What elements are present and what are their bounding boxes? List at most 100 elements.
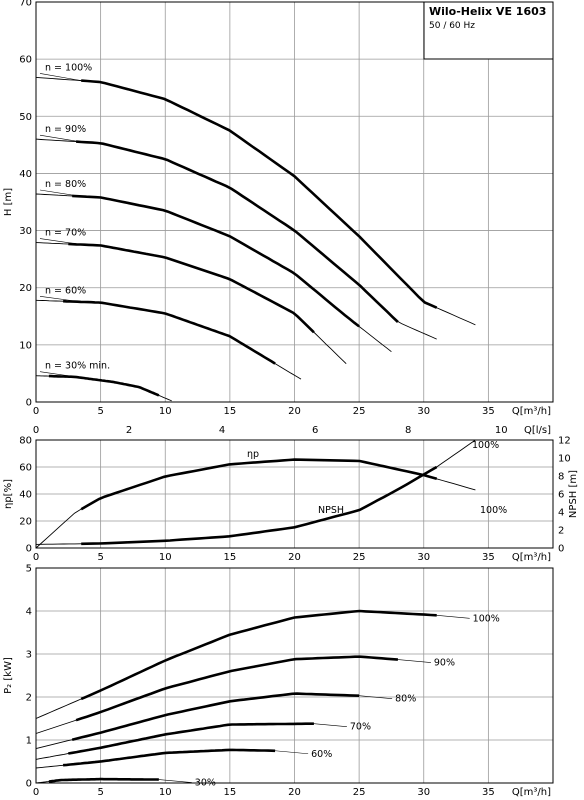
eta-end-label: 100%	[480, 505, 507, 516]
power-label-leader	[359, 695, 393, 700]
npsh-end-label: 100%	[472, 440, 499, 451]
x-tick-label: 30	[417, 787, 430, 798]
x-axis-title: Q[m³/h]	[512, 552, 551, 563]
x-tick-label: 10	[159, 552, 172, 563]
series-label: n = 30% min.	[45, 361, 110, 372]
efficiency-npsh-chart: 0 5 10 15 20 25 30 35 Q[m³/h] 0 20 40 60 80 ηp[%] 0 2 4 6 8…	[3, 436, 579, 564]
x2-tick-label: 6	[312, 425, 318, 436]
series-label: n = 80%	[45, 179, 86, 190]
power-chart: 0 5 10 15 20 25 30 35 Q[m³/h] 0 1 2 3 4 5 P₂ [kW] 100% 90…	[3, 564, 554, 798]
x2-tick-label: 10	[495, 425, 508, 436]
x2-tick-label: 2	[126, 425, 132, 436]
power-series-label: 80%	[395, 694, 416, 705]
x-tick-label: 30	[417, 552, 430, 563]
y-tick-label: 50	[19, 112, 32, 123]
x-axis-title: Q[m³/h]	[512, 787, 551, 798]
x2-tick-label: 4	[219, 425, 225, 436]
series-bold-power-2	[71, 692, 360, 741]
power-series-label: 30%	[195, 778, 216, 789]
series-bold-power-5	[48, 777, 159, 783]
x-tick-label: 5	[97, 787, 103, 798]
x-tick-label: 15	[224, 787, 237, 798]
series-bold-head-3	[68, 242, 315, 334]
eta-series-name: ηp	[247, 449, 259, 460]
series-label-leader	[39, 295, 82, 303]
power-series-label: 100%	[473, 613, 500, 624]
y-axis-title: ηp[%]	[3, 479, 14, 509]
y-tick-label: 60	[19, 463, 32, 474]
y2-tick-label: 4	[558, 508, 564, 519]
y-tick-label: 1	[26, 736, 32, 747]
series-bold-efficiency-npsh-1	[81, 465, 438, 546]
y-tick-label: 0	[26, 779, 32, 790]
x-tick-label: 35	[482, 552, 495, 563]
y-tick-label: 3	[26, 650, 32, 661]
power-label-leader	[275, 750, 309, 755]
y-tick-label: 80	[19, 436, 32, 447]
power-label-leader	[397, 659, 431, 663]
x-tick-label: 15	[224, 552, 237, 563]
title-box-frame	[423, 1, 554, 60]
y2-tick-label: 12	[558, 436, 571, 447]
x-tick-label: 5	[97, 406, 103, 417]
plot-frame	[35, 567, 554, 784]
y2-tick-label: 2	[558, 526, 564, 537]
series-label: n = 70%	[45, 228, 86, 239]
plot-frame	[35, 439, 554, 549]
power-series-label: 70%	[350, 722, 371, 733]
plot-frame	[35, 1, 554, 403]
y-tick-label: 30	[19, 226, 32, 237]
y-tick-label: 0	[26, 398, 32, 409]
series-bold-power-4	[62, 748, 276, 767]
chart-title: Wilo-Helix VE 1603	[429, 5, 546, 18]
series-label-leader	[39, 73, 82, 81]
x-tick-label: 25	[353, 406, 366, 417]
x-tick-label: 25	[353, 787, 366, 798]
npsh-series-name: NPSH	[318, 505, 344, 516]
y2-tick-label: 8	[558, 472, 564, 483]
power-label-leader	[313, 723, 347, 727]
x-tick-label: 5	[97, 552, 103, 563]
x-tick-label: 10	[159, 787, 172, 798]
y2-tick-label: 10	[558, 454, 571, 465]
series-bold-power-0	[80, 609, 437, 701]
power-label-leader	[436, 615, 470, 619]
y-tick-label: 10	[19, 340, 32, 351]
power-series-label: 60%	[311, 749, 332, 760]
power-label-leader	[158, 779, 192, 783]
x-tick-label: 35	[482, 787, 495, 798]
y-axis-title: H [m]	[3, 188, 14, 216]
y2-axis-title: NPSH [m]	[568, 470, 579, 518]
x-tick-label: 25	[353, 552, 366, 563]
series-bold-head-2	[72, 194, 360, 328]
power-series-label: 90%	[434, 658, 455, 669]
series-bold-head-5	[48, 374, 160, 397]
x-tick-label: 0	[33, 406, 39, 417]
series-label: n = 90%	[45, 124, 86, 135]
series-bold-efficiency-npsh-0	[80, 458, 438, 511]
x-tick-label: 15	[224, 406, 237, 417]
x-tick-label: 30	[417, 406, 430, 417]
y-axis-title: P₂ [kW]	[3, 657, 14, 694]
x-tick-label: 0	[33, 552, 39, 563]
x-tick-label: 10	[159, 406, 172, 417]
y-tick-label: 5	[26, 564, 32, 575]
x-tick-label: 20	[288, 552, 301, 563]
x2-tick-label: 8	[405, 425, 411, 436]
x-tick-label: 35	[482, 406, 495, 417]
title-box: Wilo-Helix VE 1603 50 / 60 Hz	[423, 1, 554, 60]
series-bold-head-1	[76, 140, 399, 323]
x2-axis-title: Q[l/s]	[524, 425, 551, 436]
series-label-leader	[39, 371, 82, 379]
y2-tick-label: 0	[558, 544, 564, 555]
x-tick-label: 0	[33, 787, 39, 798]
series-bold-head-4	[63, 299, 276, 365]
series-label-leader	[39, 134, 82, 143]
series-bold-power-1	[75, 655, 398, 722]
y-tick-label: 60	[19, 55, 32, 66]
series-bold-head-0	[81, 79, 438, 309]
series-label: n = 60%	[45, 285, 86, 296]
y-tick-label: 20	[19, 517, 32, 528]
